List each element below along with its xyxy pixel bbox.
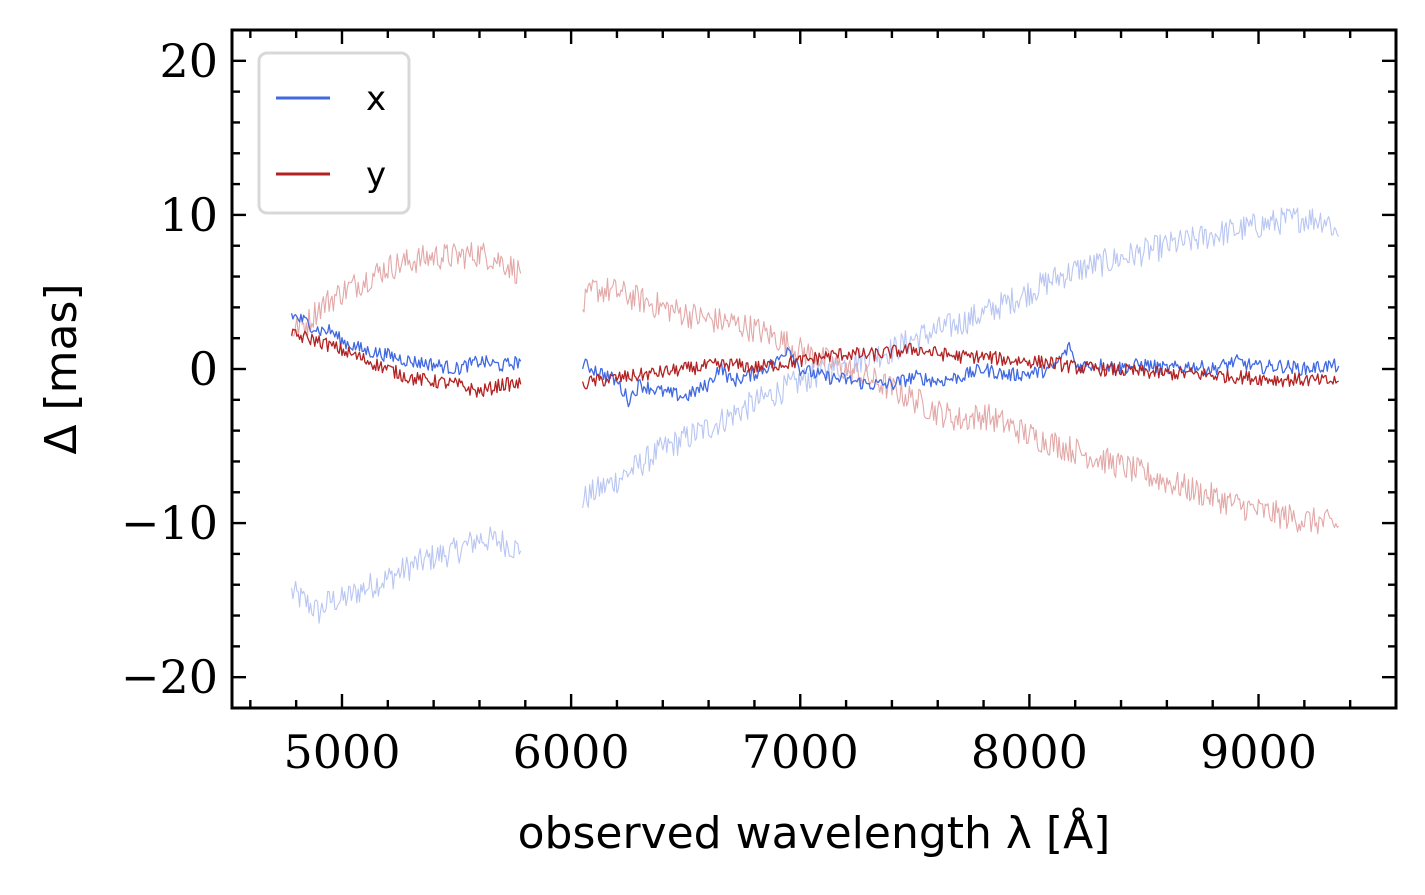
- x-tick-label: 5000: [283, 725, 400, 779]
- legend-label-y: y: [366, 155, 386, 195]
- legend: xy: [257, 51, 411, 215]
- x-tick-label: 7000: [742, 725, 859, 779]
- series-line-2-segment-0: [290, 313, 522, 376]
- tick-layer: 5000 6000 7000 8000 9000 −20 −10 0 10 20: [121, 28, 1396, 779]
- series-line-1-segment-0: [291, 242, 522, 338]
- x-tick-label: 8000: [971, 725, 1088, 779]
- legend-box: [257, 51, 411, 215]
- x-tick-label: 6000: [513, 725, 630, 779]
- y-tick-label: 10: [159, 188, 218, 242]
- y-axis-label: Δ [mas]: [36, 283, 87, 454]
- y-tick-label: −20: [121, 650, 218, 704]
- series-layer: [290, 207, 1340, 624]
- plot-area: 5000 6000 7000 8000 9000 −20 −10 0 10 20: [121, 28, 1398, 779]
- series-line-3-segment-0: [290, 328, 522, 398]
- series-line-0-segment-0: [291, 526, 522, 624]
- series-line-1-segment-1: [582, 277, 1340, 535]
- series-line-2-segment-1: [581, 341, 1340, 408]
- y-tick-label: −10: [121, 496, 218, 550]
- y-tick-label: 0: [189, 342, 218, 396]
- x-tick-label: 9000: [1200, 725, 1317, 779]
- x-axis-label: observed wavelength λ [Å]: [518, 806, 1111, 859]
- legend-label-x: x: [366, 79, 386, 119]
- series-line-3-segment-1: [581, 342, 1339, 390]
- y-tick-label: 20: [159, 34, 218, 88]
- series-line-0-segment-1: [582, 207, 1340, 508]
